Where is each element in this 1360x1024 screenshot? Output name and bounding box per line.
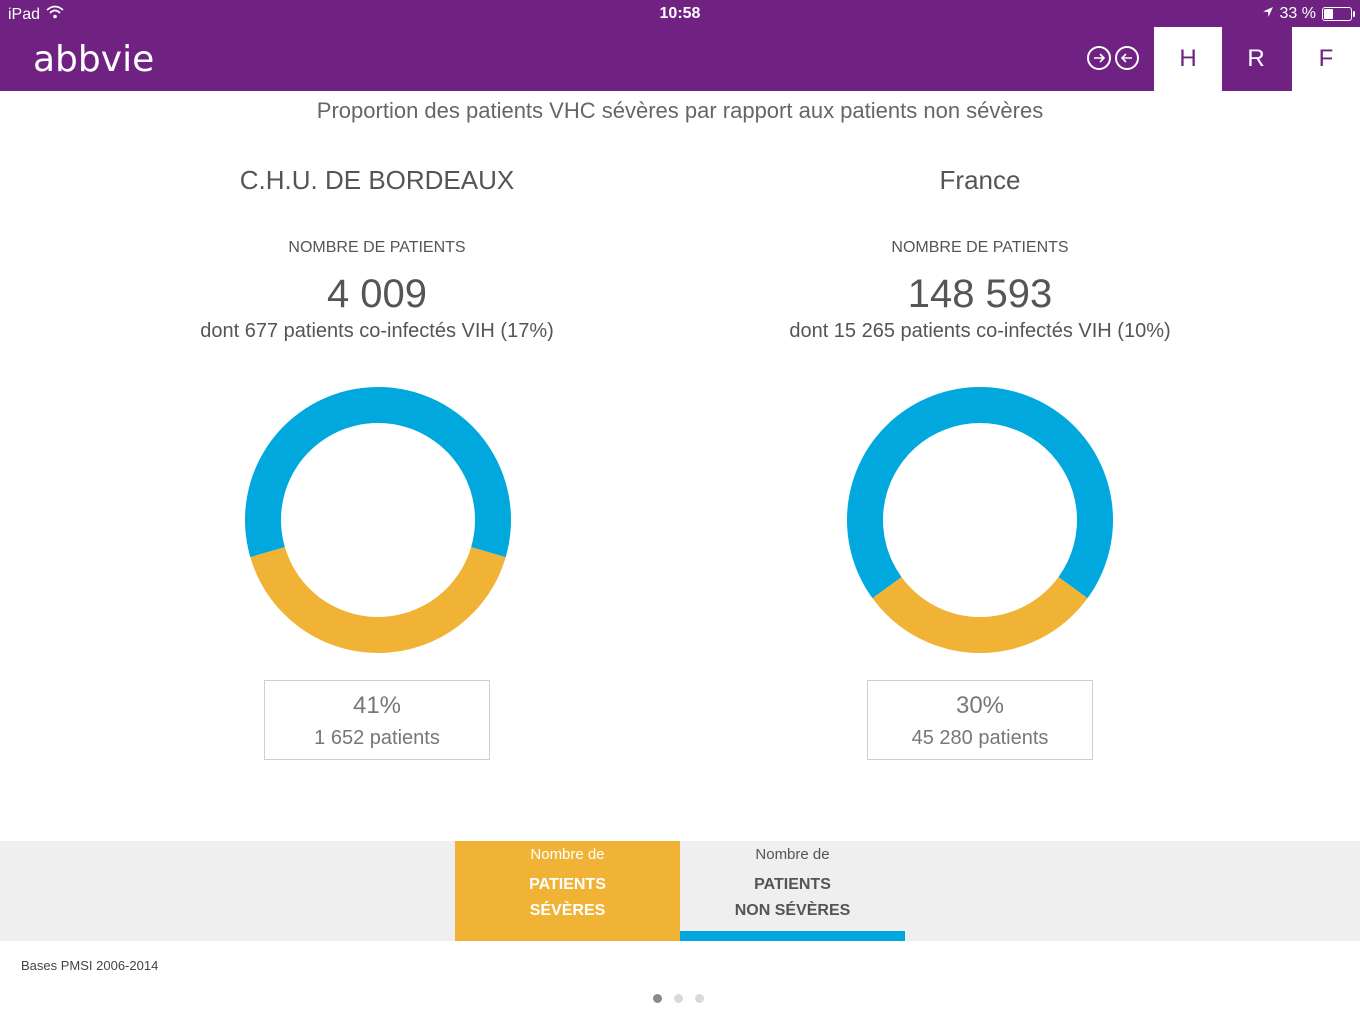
callout-france: 30% 45 280 patients (867, 680, 1093, 760)
severe-patients: 45 280 patients (911, 727, 1049, 749)
legend-severe-button[interactable]: Nombre de PATIENTS SÉVÈRES (455, 841, 680, 941)
patient-count: 148 593 (907, 272, 1053, 316)
legend-line: NON SÉVÈRES (734, 902, 851, 919)
abbvie-logo: abbvie (33, 39, 155, 80)
severe-percentage: 41% (352, 692, 402, 719)
panel-name: France (939, 165, 1021, 195)
severe-patients: 1 652 patients (314, 727, 440, 749)
wifi-icon (46, 5, 64, 24)
donut-chart-bordeaux (245, 387, 511, 653)
page-dot[interactable] (695, 994, 704, 1003)
status-bar: iPad 10:58 33 % (0, 0, 1360, 27)
count-label: NOMBRE DE PATIENTS (288, 239, 466, 256)
legend-line: SÉVÈRES (529, 902, 606, 919)
legend-line: Nombre de (755, 846, 830, 863)
severe-percentage: 30% (955, 692, 1005, 719)
page-dot[interactable] (653, 994, 662, 1003)
donut-segment-severe (250, 547, 506, 653)
donut-segment-nonsevere (847, 387, 1113, 599)
source-note: Bases PMSI 2006-2014 (21, 958, 159, 973)
legend-nonsevere-button[interactable]: Nombre de PATIENTS NON SÉVÈRES (680, 841, 905, 941)
donut-chart-france (847, 387, 1113, 653)
donut-segment-severe (872, 577, 1088, 653)
page-dot[interactable] (674, 994, 683, 1003)
coinfected-text: dont 15 265 patients co-infectés VIH (10… (789, 320, 1171, 342)
location-arrow-icon (1262, 5, 1274, 23)
status-right: 33 % (1262, 5, 1355, 23)
tab-r[interactable]: R (1222, 27, 1290, 91)
status-left: iPad (8, 5, 64, 24)
arrow-right-circle-icon[interactable] (1087, 46, 1111, 70)
coinfected-text: dont 677 patients co-infectés VIH (17%) (200, 320, 554, 342)
nav-arrows (1087, 46, 1139, 70)
page-indicator[interactable] (653, 994, 704, 1003)
page-title: Proportion des patients VHC sévères par … (316, 98, 1044, 123)
legend-line: Nombre de (530, 846, 605, 863)
device-label: iPad (8, 5, 41, 23)
legend-bar (0, 841, 1360, 941)
legend-color-bar (680, 931, 905, 941)
tab-f[interactable]: F (1292, 27, 1360, 91)
count-label: NOMBRE DE PATIENTS (891, 239, 1069, 256)
legend-line: PATIENTS (529, 876, 606, 893)
status-time: 10:58 (659, 5, 701, 22)
battery-percentage: 33 % (1279, 5, 1316, 22)
panel-bordeaux: C.H.U. DE BORDEAUX NOMBRE DE PATIENTS 4 … (75, 160, 679, 344)
legend-line: PATIENTS (754, 876, 831, 893)
battery-icon (1322, 7, 1355, 21)
patient-count: 4 009 (326, 272, 428, 316)
app-header (0, 0, 1360, 91)
panel-name: C.H.U. DE BORDEAUX (239, 165, 515, 195)
donut-segment-nonsevere (245, 387, 511, 558)
panel-france: France NOMBRE DE PATIENTS 148 593 dont 1… (678, 160, 1282, 344)
callout-bordeaux: 41% 1 652 patients (264, 680, 490, 760)
arrow-left-circle-icon[interactable] (1115, 46, 1139, 70)
tab-h[interactable]: H (1154, 27, 1222, 91)
